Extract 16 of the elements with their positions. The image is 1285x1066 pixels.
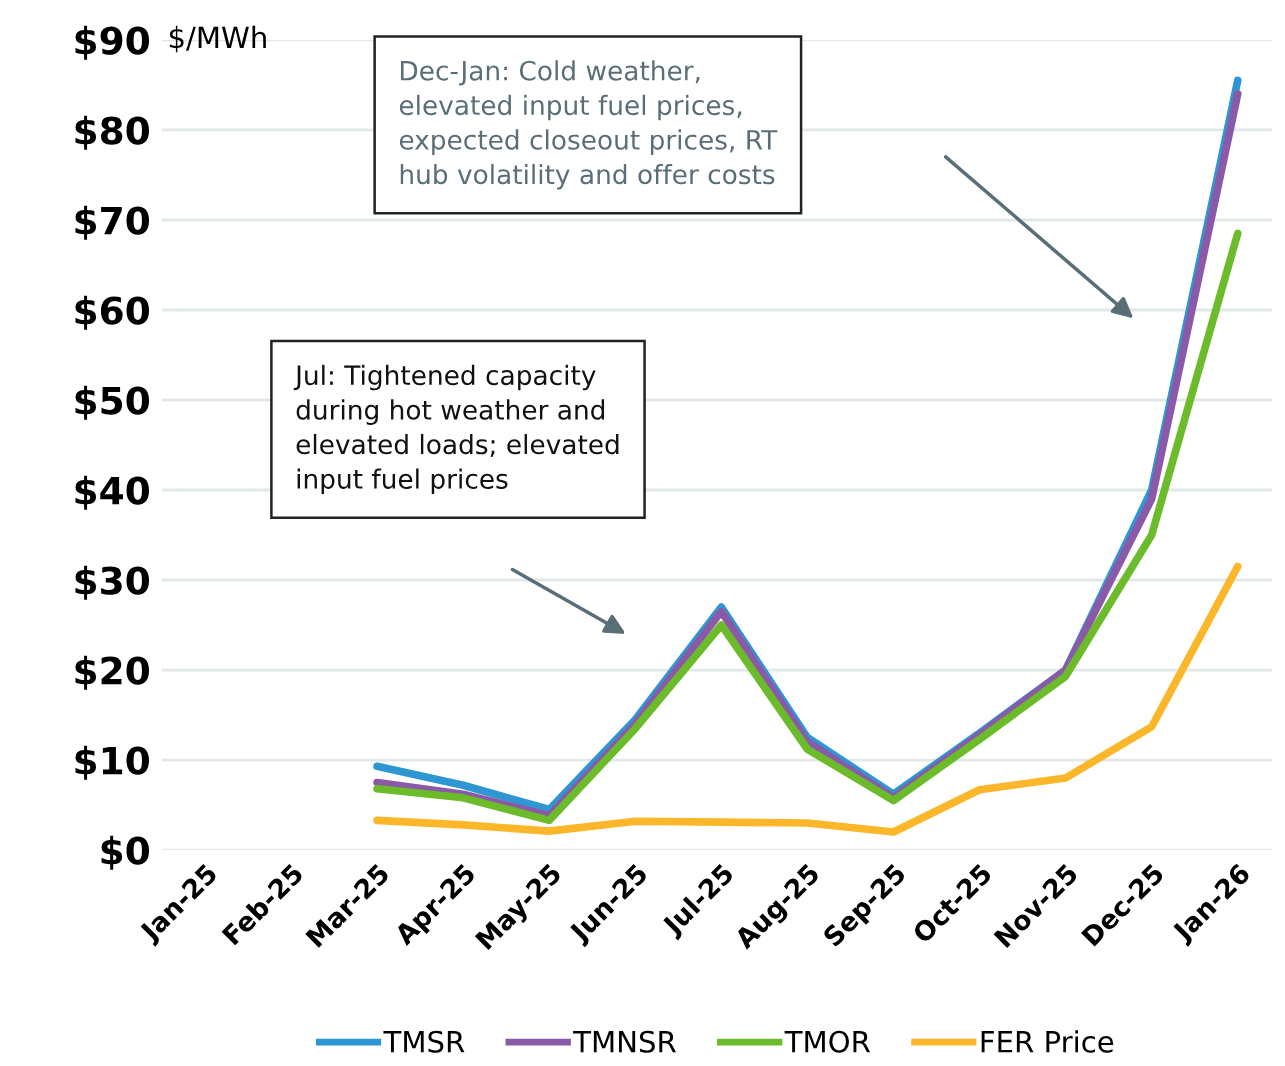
y-tick-label: $90 <box>75 25 150 60</box>
legend-label: TMSR <box>383 1030 465 1053</box>
y-tick-label: $60 <box>75 295 150 330</box>
annotation: Dec-Jan: Cold weather, elevated input fuel prices, expected closeout prices, RT hub volatility and offer costs <box>399 60 778 190</box>
legend-label: TMNSR <box>573 1030 676 1053</box>
y-tick-label: $50 <box>75 385 150 420</box>
y-tick-label: $80 <box>75 115 150 150</box>
y-tick-label: $20 <box>75 655 150 690</box>
y-tick-label: $70 <box>75 205 150 240</box>
y-tick-label: $40 <box>75 475 150 510</box>
annotation: Jul: Tightened capacity during hot weather and elevated loads; elevated input fuel prices <box>293 364 619 495</box>
legend-label: FER Price <box>981 1030 1114 1053</box>
y-axis-title: $/MWh <box>169 25 266 53</box>
y-tick-label: $30 <box>75 565 150 600</box>
y-tick-label: $10 <box>75 745 150 780</box>
legend-label: TMOR <box>784 1030 871 1053</box>
